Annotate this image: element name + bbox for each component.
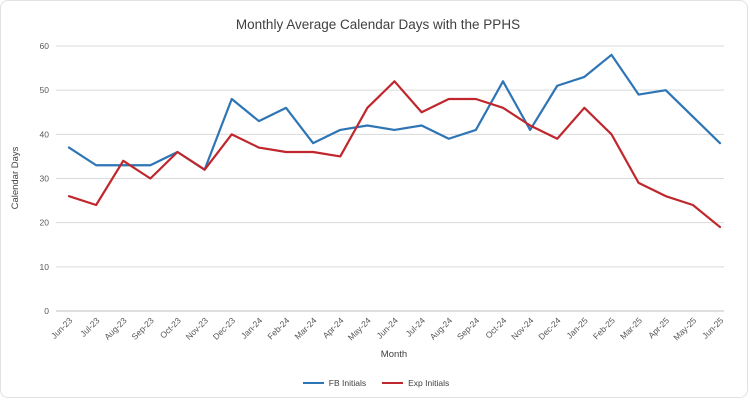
svg-text:Jun-23: Jun-23 xyxy=(49,315,75,341)
svg-text:Dec-23: Dec-23 xyxy=(211,315,238,342)
svg-text:Dec-24: Dec-24 xyxy=(536,315,563,342)
fb-initials-line-swatch xyxy=(302,382,324,384)
svg-text:Nov-23: Nov-23 xyxy=(184,315,211,342)
svg-text:Aug-24: Aug-24 xyxy=(428,315,455,342)
svg-text:Feb-25: Feb-25 xyxy=(591,315,617,341)
svg-text:0: 0 xyxy=(44,306,49,316)
svg-text:Apr-24: Apr-24 xyxy=(321,315,346,340)
exp-initials-legend-label: Exp Initials xyxy=(408,377,450,388)
svg-text:Jul-23: Jul-23 xyxy=(78,315,102,339)
svg-text:Jun-24: Jun-24 xyxy=(374,315,400,341)
svg-text:Jul-24: Jul-24 xyxy=(404,315,428,339)
svg-text:Oct-24: Oct-24 xyxy=(483,315,508,340)
svg-text:May-24: May-24 xyxy=(346,315,373,342)
svg-text:Jan-24: Jan-24 xyxy=(239,315,265,341)
legend-item-fb-initials: FB Initials xyxy=(302,377,367,388)
svg-text:Aug-23: Aug-23 xyxy=(102,315,129,342)
legend-item-exp-initials: Exp Initials xyxy=(382,379,449,388)
svg-text:Sep-23: Sep-23 xyxy=(129,315,156,342)
svg-text:Nov-24: Nov-24 xyxy=(509,315,536,342)
svg-text:10: 10 xyxy=(40,262,50,272)
svg-text:Mar-24: Mar-24 xyxy=(292,315,318,341)
svg-text:30: 30 xyxy=(40,173,50,183)
svg-text:50: 50 xyxy=(40,85,50,95)
svg-text:Jan-25: Jan-25 xyxy=(564,315,590,341)
svg-text:Oct-23: Oct-23 xyxy=(158,315,183,340)
svg-text:Feb-24: Feb-24 xyxy=(265,315,291,341)
y-axis-title: Calendar Days xyxy=(10,146,21,209)
fb-initials-legend-label: FB Initials xyxy=(328,377,367,388)
svg-text:Apr-25: Apr-25 xyxy=(646,315,671,340)
svg-text:60: 60 xyxy=(40,41,50,51)
svg-text:Jun-25: Jun-25 xyxy=(700,315,726,341)
svg-text:Sep-24: Sep-24 xyxy=(455,315,482,342)
x-axis-tick-labels: Jun-23 Jul-23 Aug-23 Sep-23 Oct-23 Nov-23 Dec-… xyxy=(49,315,726,342)
svg-text:Mar-25: Mar-25 xyxy=(618,315,644,341)
chart-legend: FB Initials Exp Initials xyxy=(1,375,750,391)
y-axis-tick-labels: 0 10 20 30 40 50 60 xyxy=(40,41,50,316)
x-axis-title: Month xyxy=(381,349,407,360)
svg-text:20: 20 xyxy=(40,218,50,228)
exp-initials-line-swatch xyxy=(382,382,404,384)
gridlines xyxy=(56,45,724,312)
svg-text:May-25: May-25 xyxy=(671,315,698,342)
chart-title: Monthly Average Calendar Days with the P… xyxy=(236,17,520,32)
data-series-lines xyxy=(67,53,722,229)
svg-text:40: 40 xyxy=(40,129,50,139)
